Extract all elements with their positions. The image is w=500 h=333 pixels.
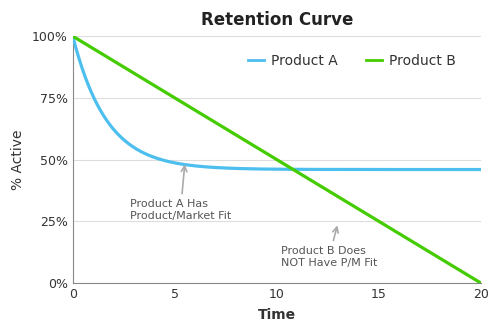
X-axis label: Time: Time [258, 308, 296, 322]
Text: Product A Has
Product/Market Fit: Product A Has Product/Market Fit [130, 166, 231, 221]
Y-axis label: % Active: % Active [11, 130, 25, 190]
Title: Retention Curve: Retention Curve [200, 11, 353, 29]
Text: Product B Does
NOT Have P/M Fit: Product B Does NOT Have P/M Fit [281, 227, 378, 268]
Legend: Product A, Product B: Product A, Product B [242, 48, 462, 73]
